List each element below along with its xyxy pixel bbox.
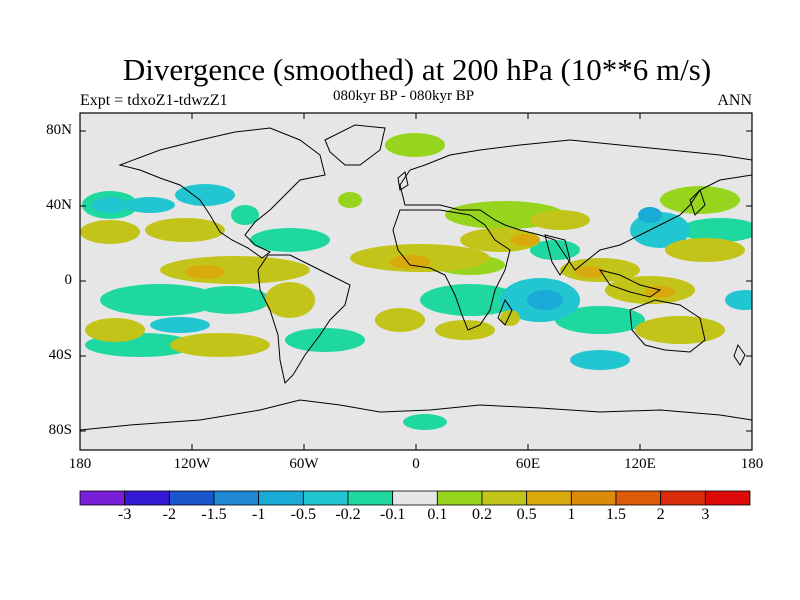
colorbar-swatch <box>124 490 170 506</box>
colorbar-label: 2 <box>656 506 665 523</box>
colorbar-swatch <box>213 490 260 506</box>
lat-label-0: 0 <box>64 272 73 288</box>
colorbar-swatch <box>436 490 483 506</box>
page-title: Divergence (smoothed) at 200 hPa (10**6 … <box>122 52 712 87</box>
lat-label-80n: 80N <box>46 122 72 138</box>
lat-label-40n: 40N <box>46 197 72 213</box>
colorbar-swatch <box>704 490 751 506</box>
lat-ticks <box>80 130 752 432</box>
colorbar-label: 1 <box>567 506 576 523</box>
colorbar-swatch <box>79 490 126 506</box>
colorbar-label: -0.5 <box>290 506 316 523</box>
lat-label-80s: 80S <box>48 422 72 438</box>
colorbar-swatch <box>347 490 394 506</box>
lon-label-0: 0 <box>412 456 420 472</box>
colorbar <box>79 490 751 506</box>
lon-label-180e: 180 <box>740 456 764 472</box>
coastlines <box>80 124 752 431</box>
lon-label-60e: 60E <box>515 456 541 472</box>
colorbar-label: 0.1 <box>427 506 448 523</box>
colorbar-swatch <box>392 490 438 506</box>
lon-label-120e: 120E <box>624 456 656 472</box>
colorbar-label: -1 <box>251 506 266 523</box>
lon-label-180w: 180 <box>68 456 92 472</box>
colorbar-swatch <box>615 490 662 506</box>
experiment-label: Expt = tdxoZ1-tdwzZ1 <box>80 92 228 109</box>
lat-label-40s: 40S <box>48 347 72 363</box>
colorbar-swatch <box>258 490 304 506</box>
colorbar-label: -3 <box>117 506 132 523</box>
divergence-field <box>80 124 752 431</box>
colorbar-label: 0.2 <box>472 506 492 523</box>
colorbar-label: 0.5 <box>516 506 537 523</box>
colorbar-label: -0.2 <box>335 506 361 523</box>
colorbar-swatch <box>660 490 706 506</box>
season-label: ANN <box>717 92 752 109</box>
period-subtitle: 080kyr BP - 080kyr BP <box>333 88 475 104</box>
negative-weak-contours <box>82 191 752 430</box>
negative-strong-contours <box>527 207 662 310</box>
colorbar-swatch <box>302 490 349 506</box>
colorbar-swatch <box>570 490 617 506</box>
colorbar-label: -1.5 <box>201 506 227 523</box>
lon-label-120w: 120W <box>173 456 211 472</box>
colorbar-swatch <box>481 490 528 506</box>
colorbar-swatch <box>168 490 215 506</box>
lon-ticks <box>191 113 641 450</box>
colorbar-swatch <box>526 490 572 506</box>
colorbar-label: -0.1 <box>379 506 406 523</box>
colorbar-label: 1.5 <box>606 506 626 523</box>
lon-label-60w: 60W <box>289 456 319 472</box>
colorbar-label: 3 <box>701 506 710 523</box>
colorbar-label: -2 <box>162 506 176 523</box>
